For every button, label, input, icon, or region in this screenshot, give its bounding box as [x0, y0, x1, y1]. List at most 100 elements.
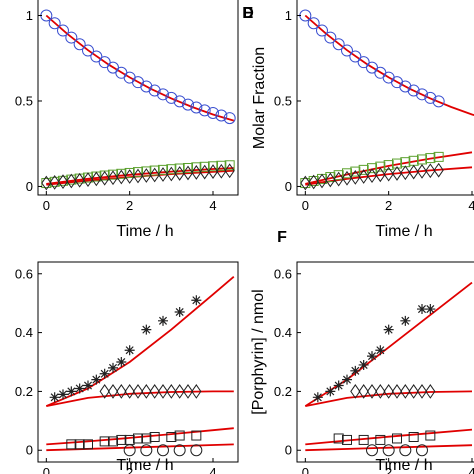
data-point-diamond: [166, 384, 177, 399]
data-point-circle: [123, 444, 136, 457]
data-point-square: [124, 167, 135, 178]
x-tick-label: 4: [468, 198, 474, 213]
data-point-star: [333, 380, 344, 391]
data-point-circle: [349, 50, 362, 63]
data-point-star: [74, 383, 85, 394]
data-point-diamond: [333, 171, 344, 187]
data-point-square: [149, 432, 160, 442]
data-point-diamond: [408, 164, 419, 180]
data-point-diamond: [358, 384, 369, 399]
y-tick-label: 0: [26, 443, 33, 458]
data-point-diamond: [99, 170, 110, 186]
data-point-circle: [165, 91, 178, 104]
x-tick-label: 2: [385, 198, 392, 213]
data-point-square: [375, 434, 386, 445]
data-point-diamond: [182, 165, 194, 181]
data-point-diamond: [132, 384, 144, 399]
data-point-circle: [366, 444, 378, 457]
fit-line: [305, 166, 473, 186]
data-point-square: [191, 162, 202, 173]
data-point-diamond: [316, 173, 328, 189]
fit-line: [46, 390, 234, 407]
data-point-star: [375, 345, 386, 356]
data-point-diamond: [350, 384, 361, 399]
data-point-diamond: [124, 384, 135, 399]
data-point-square: [74, 439, 85, 450]
y-tick-label: 0.5: [274, 93, 292, 108]
data-point-star: [425, 304, 436, 315]
data-point-circle: [57, 24, 69, 37]
data-point-diamond: [157, 167, 169, 182]
data-point-diamond: [375, 167, 386, 183]
data-point-star: [141, 324, 152, 335]
data-point-diamond: [107, 170, 119, 186]
data-point-square: [392, 158, 402, 169]
data-point-star: [174, 307, 185, 317]
y-tick-label: 0: [285, 179, 292, 194]
data-point-star: [342, 374, 352, 385]
data-point-star: [383, 324, 394, 335]
data-point-square: [433, 151, 444, 162]
y-tick-label: 0.4: [15, 325, 33, 340]
data-point-circle: [215, 109, 228, 122]
data-point-square: [108, 169, 118, 180]
data-point-star: [99, 368, 110, 379]
data-point-square: [367, 163, 377, 174]
data-point-square: [199, 161, 210, 172]
axes-frame: [296, 0, 474, 196]
data-point-diamond: [41, 175, 52, 191]
data-point-square: [358, 434, 369, 445]
data-point-square: [350, 166, 361, 177]
data-point-star: [367, 351, 377, 362]
data-point-circle: [307, 17, 320, 30]
data-point-diamond: [191, 165, 202, 180]
x-tick-label: 0: [302, 465, 309, 474]
y-tick-label: 1: [285, 8, 292, 23]
data-point-diamond: [82, 172, 94, 187]
data-point-square: [133, 167, 143, 178]
data-point-circle: [140, 80, 153, 93]
fit-line: [46, 427, 234, 446]
axes-frame: [296, 261, 474, 463]
y-axis-label: Molar Fraction: [251, 47, 268, 149]
y-tick-label: 0.4: [274, 325, 292, 340]
data-point-diamond: [358, 169, 369, 184]
data-point-diamond: [57, 174, 69, 190]
x-axis-label: Time / h: [375, 457, 432, 474]
data-point-star: [124, 345, 135, 356]
data-point-square: [99, 436, 110, 447]
fit-line: [305, 390, 473, 407]
data-point-star: [49, 392, 60, 403]
data-point-square: [333, 170, 344, 181]
data-point-diamond: [166, 166, 177, 182]
data-point-diamond: [74, 172, 85, 188]
data-point-diamond: [308, 174, 319, 190]
data-point-circle: [207, 106, 219, 119]
x-tick-label: 2: [126, 198, 133, 213]
data-point-square: [166, 432, 177, 442]
data-point-square: [174, 163, 185, 174]
data-point-diamond: [141, 168, 152, 183]
data-point-square: [141, 166, 152, 177]
y-tick-label: 0.2: [274, 384, 292, 399]
data-point-diamond: [416, 164, 428, 179]
fit-line: [45, 14, 235, 122]
data-point-diamond: [66, 173, 77, 189]
data-point-star: [312, 392, 323, 403]
data-point-circle: [173, 444, 186, 457]
x-tick-label: 2: [385, 465, 392, 474]
data-point-diamond: [350, 170, 361, 185]
x-axis-label: Time / h: [116, 457, 173, 474]
data-point-square: [325, 172, 336, 183]
data-point-square: [308, 175, 319, 186]
y-tick-label: 0.6: [274, 266, 292, 281]
data-point-diamond: [425, 384, 436, 399]
data-point-star: [158, 315, 168, 326]
y-axis-label: [Porphyrin] / nmol: [250, 289, 267, 414]
data-point-diamond: [149, 167, 160, 183]
data-point-circle: [357, 56, 370, 69]
data-point-circle: [173, 95, 186, 108]
data-point-star: [358, 359, 369, 370]
data-point-circle: [399, 444, 412, 457]
